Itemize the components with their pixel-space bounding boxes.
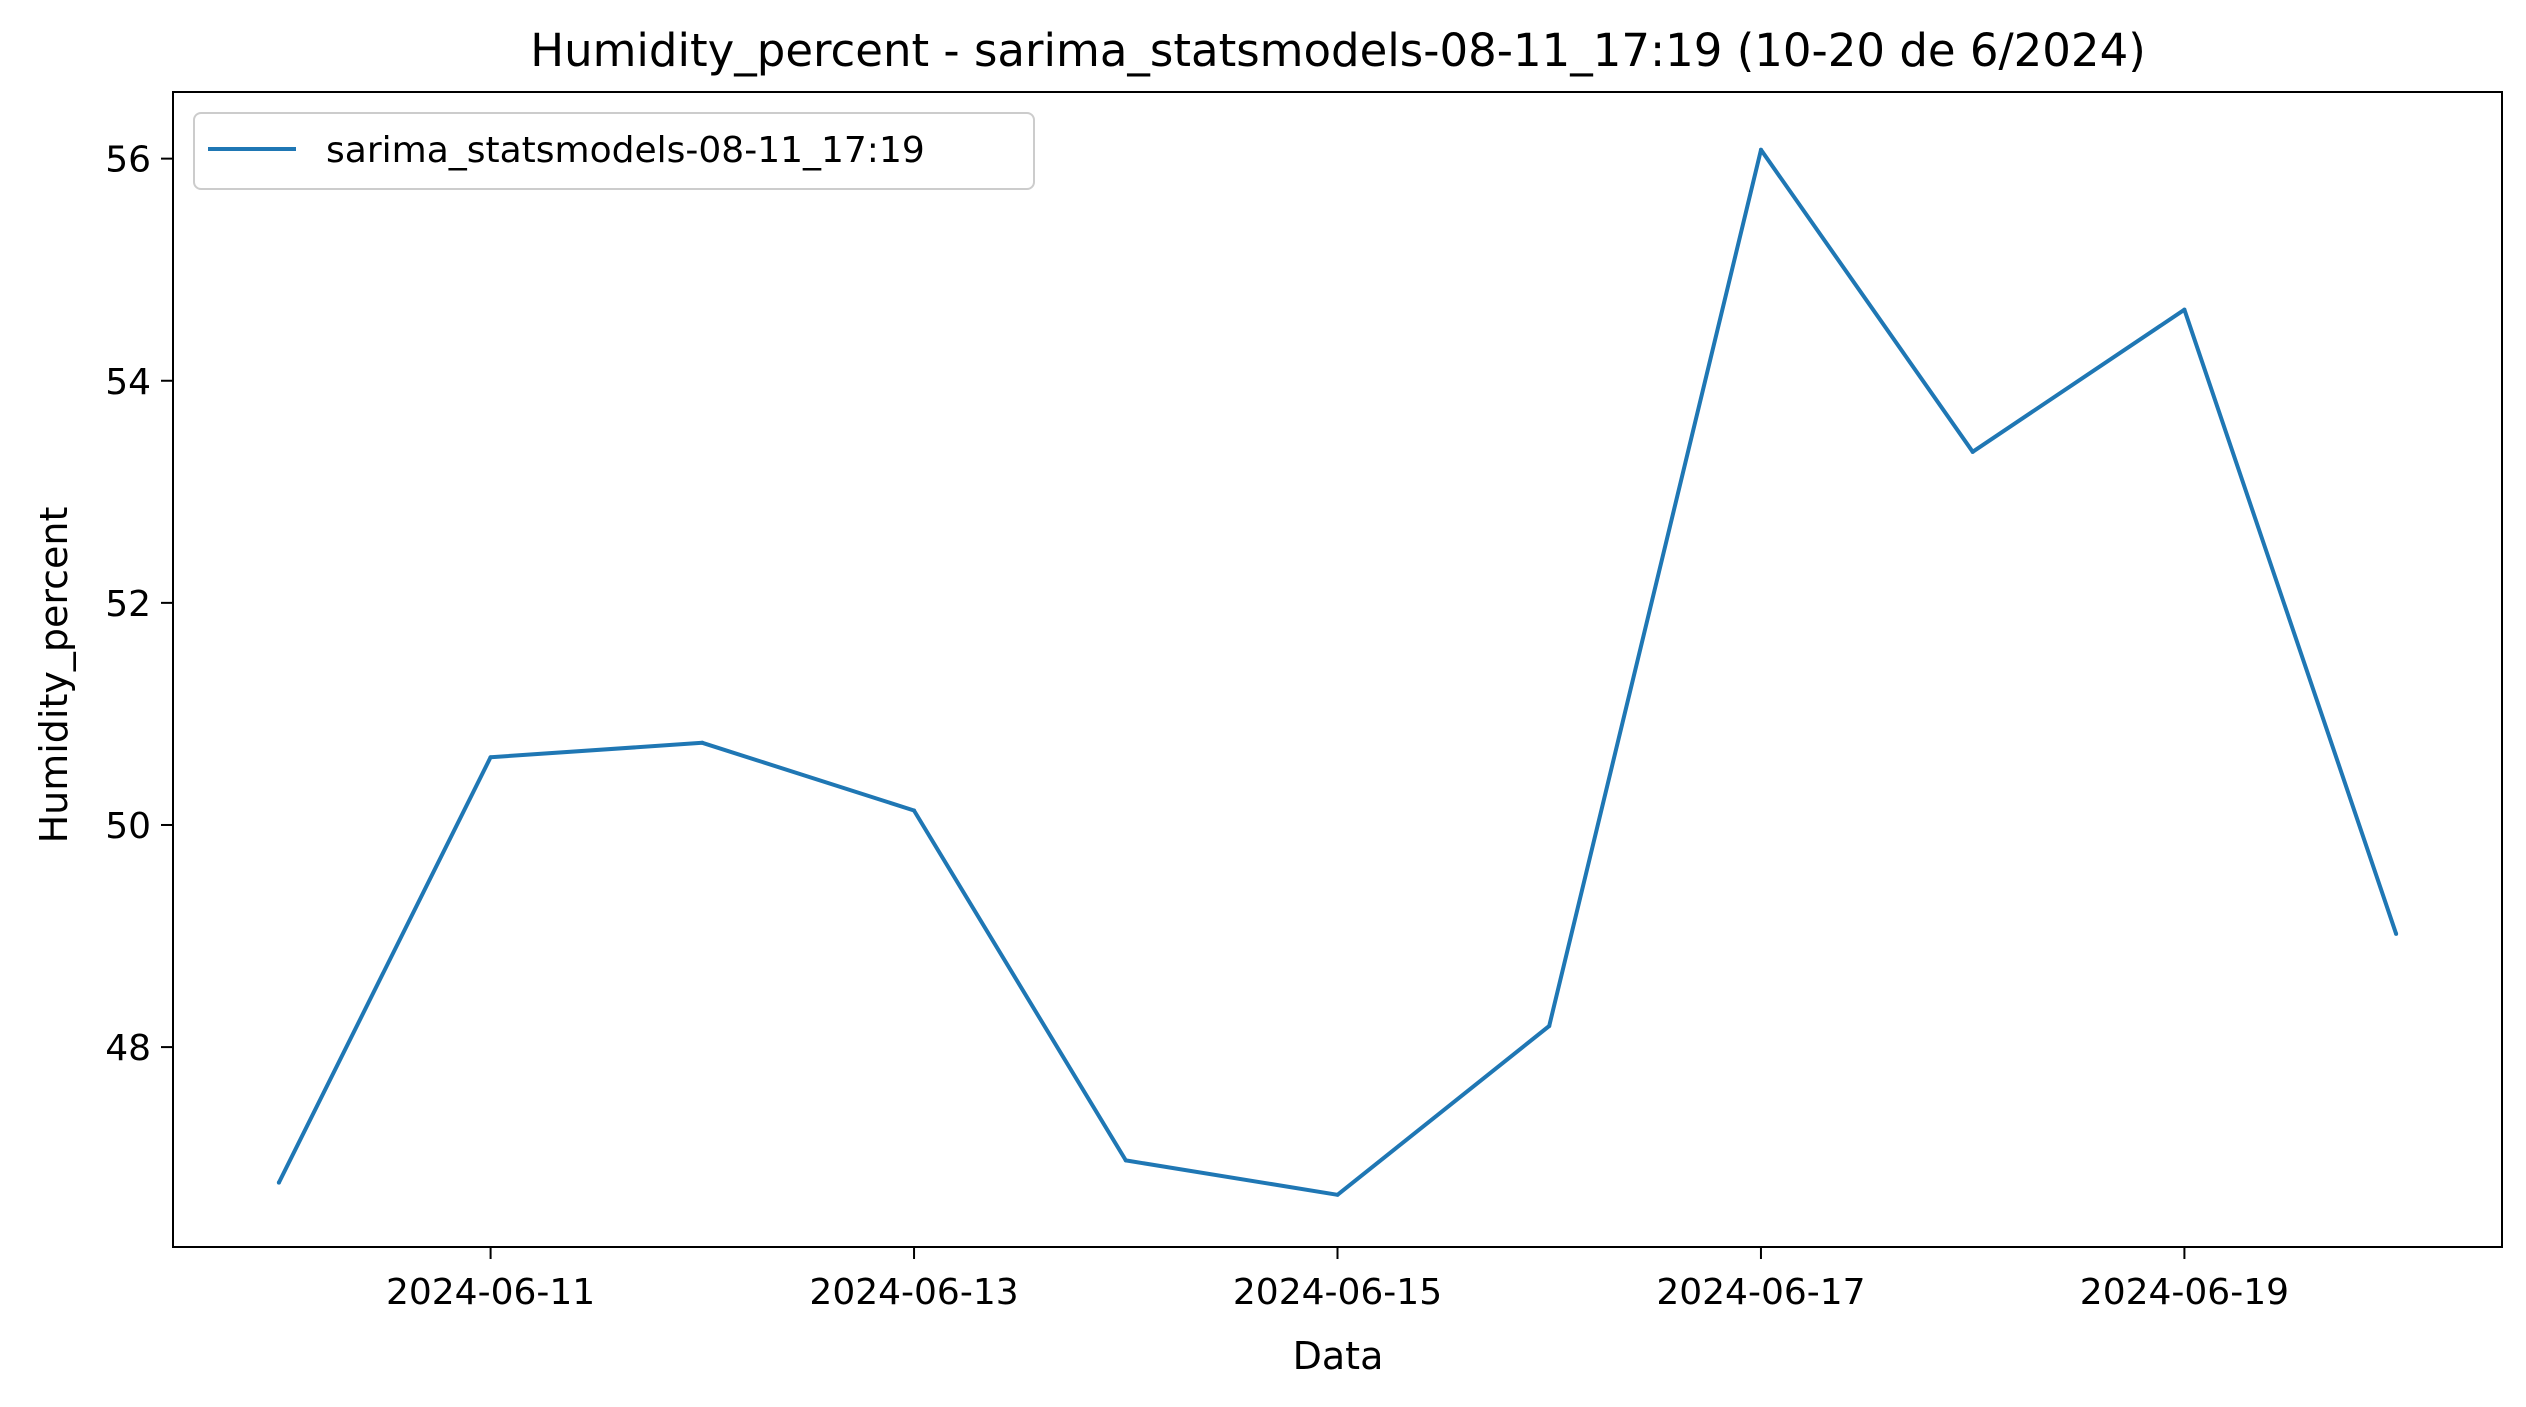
- data-point: [276, 1180, 281, 1185]
- legend-label: sarima_statsmodels-08-11_17:19: [326, 130, 925, 171]
- y-tick-label: 54: [105, 362, 151, 403]
- y-tick-label: 50: [105, 806, 151, 847]
- data-point: [488, 755, 493, 760]
- data-point: [700, 740, 705, 745]
- chart-title: Humidity_percent - sarima_statsmodels-08…: [530, 24, 2146, 77]
- data-point: [1758, 147, 1763, 152]
- data-point: [1123, 1158, 1128, 1163]
- y-tick-label: 48: [105, 1028, 151, 1069]
- x-axis: 2024-06-11 2024-06-13 2024-06-15 2024-06-17…: [386, 1247, 2289, 1313]
- data-point: [1547, 1023, 1552, 1028]
- legend-box: [193, 112, 1035, 190]
- data-point: [2394, 931, 2399, 936]
- x-tick-label: 2024-06-13: [809, 1272, 1018, 1313]
- x-axis-label: Data: [1293, 1334, 1384, 1378]
- legend: sarima_statsmodels-08-11_17:19: [193, 112, 1035, 190]
- data-point: [2182, 307, 2187, 312]
- x-tick-label: 2024-06-17: [1656, 1272, 1865, 1313]
- x-tick-label: 2024-06-15: [1233, 1272, 1442, 1313]
- y-tick-label: 56: [105, 140, 151, 181]
- series-group: [276, 147, 2399, 1197]
- y-axis-label: Humidity_percent: [32, 507, 76, 844]
- x-tick-label: 2024-06-11: [386, 1272, 595, 1313]
- data-point: [912, 808, 917, 813]
- data-point: [1335, 1192, 1340, 1197]
- y-tick-label: 52: [105, 584, 151, 625]
- x-tick-label: 2024-06-19: [2080, 1272, 2289, 1313]
- plot-area: [172, 91, 2503, 1248]
- data-point: [1970, 449, 1975, 454]
- y-axis: 48 50 52 54 56: [105, 140, 173, 1069]
